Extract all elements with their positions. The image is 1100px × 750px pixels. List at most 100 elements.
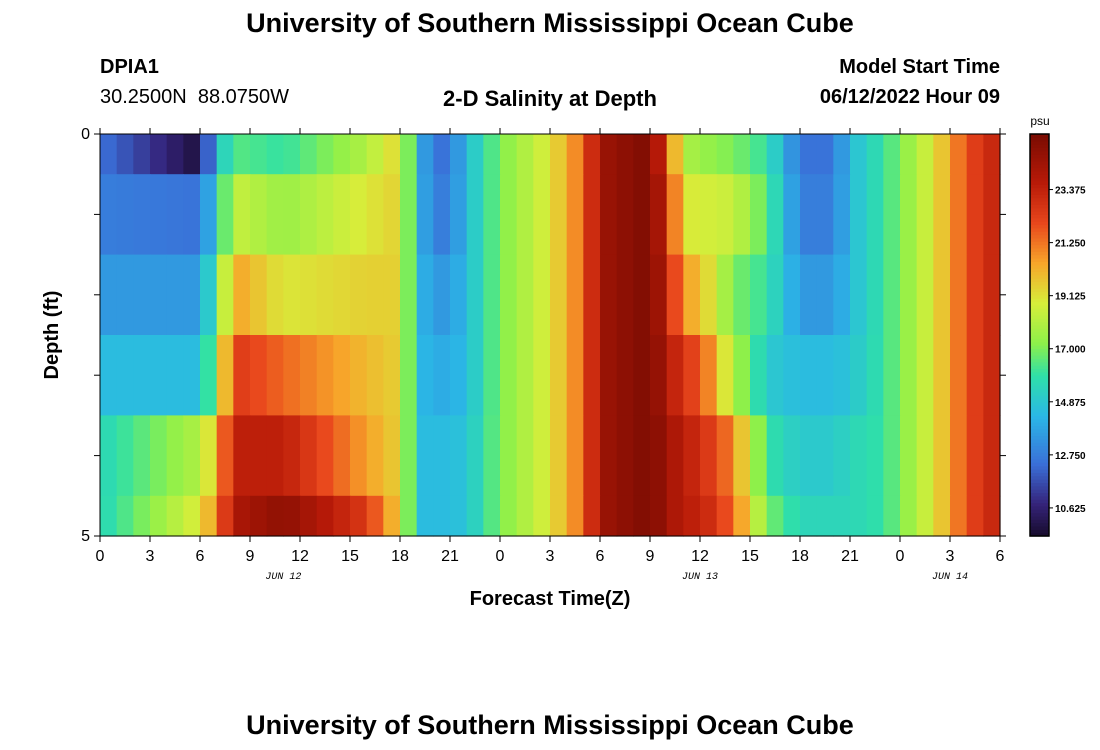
colorbar-segment — [1030, 438, 1049, 443]
colorbar-segment — [1030, 157, 1049, 162]
colorbar-segment — [1030, 177, 1049, 182]
chart-title: 2-D Salinity at Depth — [443, 86, 657, 111]
x-tick-label: 3 — [146, 548, 155, 565]
colorbar-segment — [1030, 345, 1049, 349]
heatmap-cell — [283, 134, 301, 175]
heatmap-cell — [866, 254, 884, 336]
heatmap-cell — [600, 174, 618, 256]
heatmap-cell — [416, 174, 434, 256]
heatmap-cell — [200, 335, 218, 416]
heatmap-cell — [883, 134, 901, 175]
colorbar-segment — [1030, 335, 1049, 339]
heatmap-cell — [850, 174, 868, 256]
colorbar-segment — [1030, 489, 1049, 494]
heatmap-cell — [950, 134, 968, 175]
colorbar-segment — [1030, 341, 1049, 346]
heatmap-cell — [916, 495, 934, 537]
colorbar-segment — [1030, 328, 1049, 333]
station-name: DPIA1 — [100, 56, 159, 78]
heatmap-cell — [350, 415, 368, 497]
heatmap-cell — [816, 174, 834, 256]
colorbar-segment — [1030, 425, 1049, 430]
heatmap-cell — [450, 415, 468, 497]
y-tick-label: 5 — [81, 528, 90, 545]
colorbar-tick-label: 23.375 — [1055, 186, 1086, 197]
heatmap-cell — [216, 174, 234, 256]
heatmap-cell — [233, 495, 251, 537]
colorbar-segment — [1030, 388, 1049, 393]
heatmap-cell — [533, 415, 551, 497]
heatmap-cell — [800, 415, 818, 497]
heatmap-cell — [666, 174, 684, 256]
heatmap-cell — [516, 415, 534, 497]
heatmap-cell — [350, 174, 368, 256]
date-label: JUN 13 — [682, 572, 718, 583]
heatmap-cell — [383, 174, 401, 256]
heatmap-cell — [933, 174, 951, 256]
heatmap-cell — [316, 335, 334, 416]
heatmap-cell — [600, 335, 618, 416]
heatmap-cell — [716, 134, 734, 175]
colorbar-segment — [1030, 368, 1049, 373]
heatmap-cell — [683, 174, 701, 256]
heatmap-cell — [466, 335, 484, 416]
heatmap-cell — [566, 254, 584, 336]
colorbar-segment — [1030, 492, 1049, 497]
heatmap-cell — [266, 335, 284, 416]
heatmap-cell — [150, 134, 168, 175]
colorbar-segment — [1030, 371, 1049, 376]
heatmap-cell — [633, 254, 651, 336]
colorbar-segment — [1030, 207, 1049, 212]
heatmap-cell — [883, 415, 901, 497]
heatmap-cell — [983, 415, 1001, 497]
colorbar-segment — [1030, 475, 1049, 480]
colorbar-segment — [1030, 211, 1049, 215]
heatmap-cell — [150, 254, 168, 336]
heatmap-cell — [250, 495, 268, 537]
colorbar-segment — [1030, 415, 1049, 420]
heatmap-cell — [666, 495, 684, 537]
colorbar-segment — [1030, 184, 1049, 189]
heatmap-cell — [100, 415, 118, 497]
colorbar-segment — [1030, 442, 1049, 447]
heatmap-cell — [983, 495, 1001, 537]
heatmap-cell — [883, 495, 901, 537]
heatmap-cell — [316, 254, 334, 336]
heatmap-cell — [250, 335, 268, 416]
heatmap-cell — [383, 495, 401, 537]
colorbar-segment — [1030, 227, 1049, 232]
heatmap-cell — [450, 174, 468, 256]
heatmap-cell — [233, 415, 251, 497]
y-tick-label: 0 — [81, 126, 90, 143]
colorbar-segment — [1030, 190, 1049, 195]
heatmap-cell — [616, 134, 634, 175]
colorbar-segment — [1030, 495, 1049, 500]
heatmap-cell — [516, 495, 534, 537]
colorbar-segment — [1030, 412, 1049, 416]
heatmap-cell — [183, 415, 201, 497]
heatmap-cell — [983, 134, 1001, 175]
heatmap-cell — [100, 174, 118, 256]
heatmap-cell — [633, 134, 651, 175]
heatmap-cell — [783, 335, 801, 416]
colorbar-segment — [1030, 224, 1049, 229]
heatmap-cell — [300, 495, 318, 537]
heatmap-cell — [450, 254, 468, 336]
heatmap-cell — [950, 174, 968, 256]
colorbar-tick-label: 14.875 — [1055, 398, 1086, 409]
heatmap-cell — [533, 174, 551, 256]
colorbar-segment — [1030, 217, 1049, 222]
heatmap-cell — [500, 335, 518, 416]
heatmap-cell — [500, 174, 518, 256]
heatmap-cell — [333, 134, 351, 175]
heatmap-cell — [916, 335, 934, 416]
heatmap-cell — [683, 134, 701, 175]
colorbar-segment — [1030, 147, 1049, 152]
heatmap-cell — [700, 415, 718, 497]
heatmap-cell — [750, 254, 768, 336]
heatmap-cell — [866, 415, 884, 497]
heatmap-cell — [600, 254, 618, 336]
x-tick-label: 6 — [996, 548, 1005, 565]
heatmap-cell — [500, 415, 518, 497]
heatmap-cell — [266, 174, 284, 256]
